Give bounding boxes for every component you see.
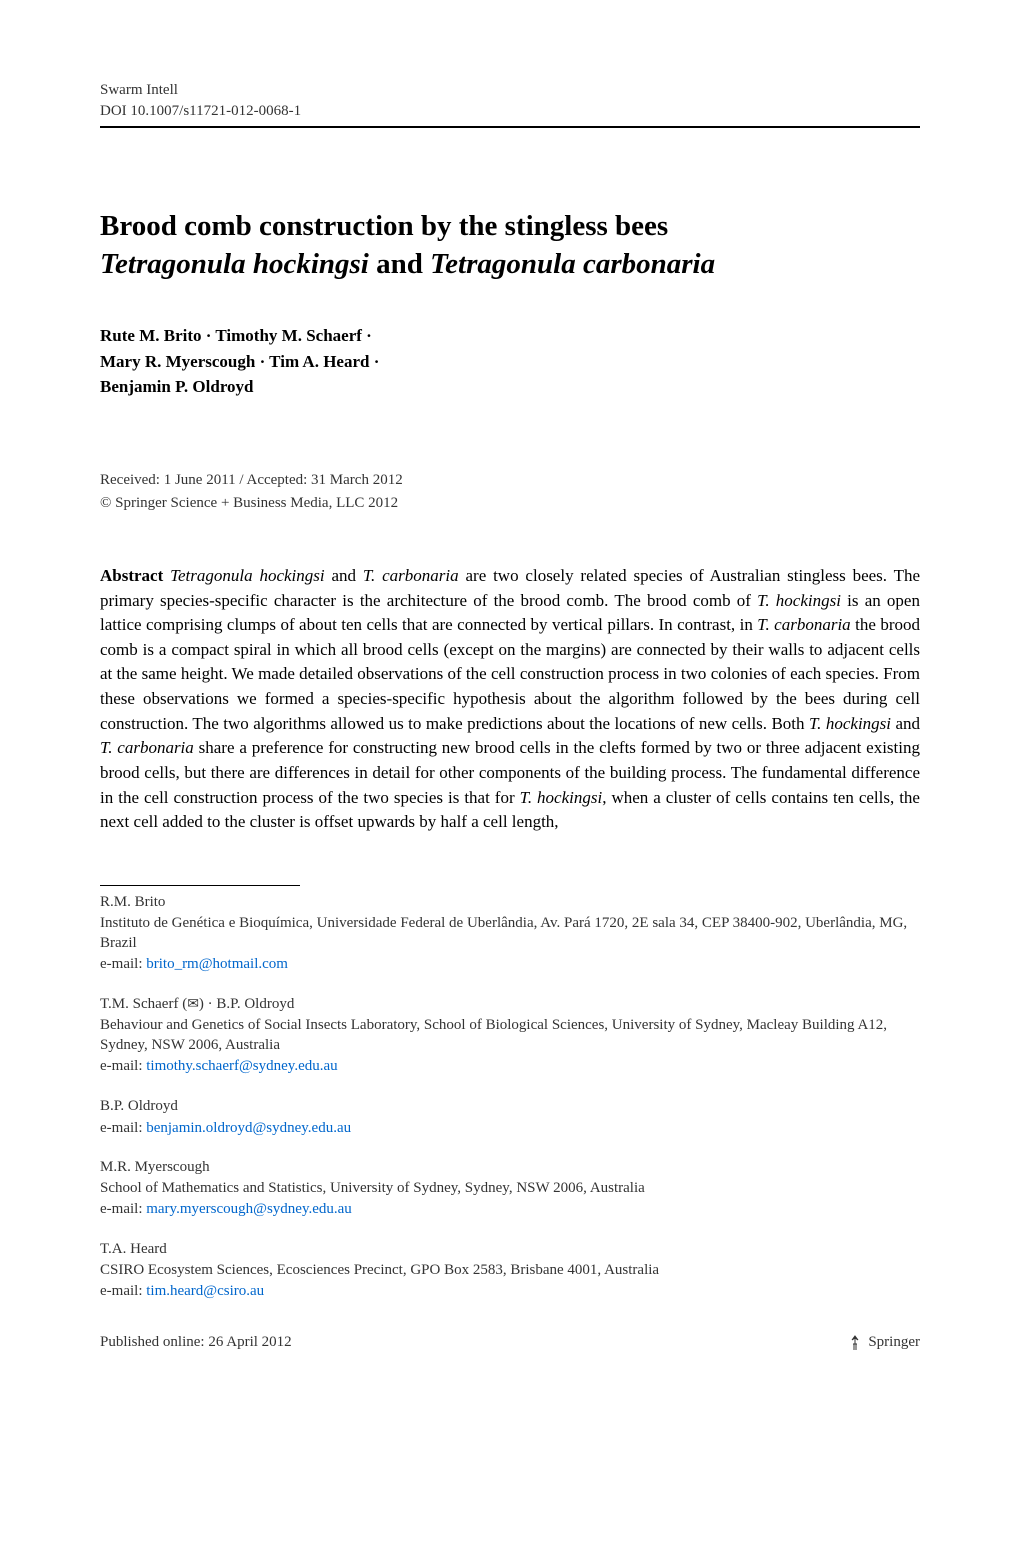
article-dates: Received: 1 June 2011 / Accepted: 31 Mar… (100, 470, 920, 491)
springer-icon (846, 1334, 864, 1352)
email-link-2[interactable]: timothy.schaerf@sydney.edu.au (146, 1058, 337, 1074)
authors-line-3: Benjamin P. Oldroyd (100, 374, 920, 400)
affil-name-2: T.M. Schaerf (✉) · B.P. Oldroyd (100, 994, 920, 1015)
article-title: Brood comb construction by the stingless… (100, 208, 920, 283)
copyright-text: © Springer Science + Business Media, LLC… (100, 493, 920, 514)
page-header: Swarm Intell DOI 10.1007/s11721-012-0068… (100, 80, 920, 128)
abstract-body: Tetragonula hockingsi and T. carbonaria … (100, 566, 920, 831)
email-link-1[interactable]: brito_rm@hotmail.com (146, 956, 288, 972)
email-link-3[interactable]: benjamin.oldroyd@sydney.edu.au (146, 1120, 351, 1136)
publisher-name: Springer (868, 1332, 920, 1353)
affil-name-4: M.R. Myerscough (100, 1157, 920, 1178)
authors-line-1: Rute M. Brito · Timothy M. Schaerf · (100, 323, 920, 349)
page-footer: Published online: 26 April 2012 Springer (100, 1332, 920, 1353)
affil-name-3: B.P. Oldroyd (100, 1096, 920, 1117)
affil-name-5: T.A. Heard (100, 1239, 920, 1260)
abstract-paragraph: Abstract Tetragonula hockingsi and T. ca… (100, 564, 920, 835)
authors-line-2: Mary R. Myerscough · Tim A. Heard · (100, 349, 920, 375)
affil-text-2: Behaviour and Genetics of Social Insects… (100, 1015, 920, 1056)
title-part-1: Brood comb construction by the stingless… (100, 210, 668, 242)
affiliation-1: R.M. Brito Instituto de Genética e Bioqu… (100, 892, 920, 976)
affil-name-1: R.M. Brito (100, 892, 920, 913)
title-species-1: Tetragonula hockingsi (100, 248, 369, 280)
abstract-label: Abstract (100, 566, 163, 585)
affil-text-5: CSIRO Ecosystem Sciences, Ecosciences Pr… (100, 1260, 920, 1280)
email-label-5: e-mail: (100, 1283, 146, 1299)
published-online-text: Published online: 26 April 2012 (100, 1332, 292, 1353)
affil-text-4: School of Mathematics and Statistics, Un… (100, 1178, 920, 1198)
journal-name: Swarm Intell (100, 80, 920, 101)
email-link-4[interactable]: mary.myerscough@sydney.edu.au (146, 1201, 352, 1217)
affiliation-3: B.P. Oldroyd e-mail: benjamin.oldroyd@sy… (100, 1096, 920, 1139)
envelope-icon: ✉ (187, 997, 199, 1012)
email-label-3: e-mail: (100, 1120, 146, 1136)
affiliation-5: T.A. Heard CSIRO Ecosystem Sciences, Eco… (100, 1239, 920, 1303)
email-label-2: e-mail: (100, 1058, 146, 1074)
author-list: Rute M. Brito · Timothy M. Schaerf · Mar… (100, 323, 920, 400)
affiliation-divider (100, 885, 300, 886)
title-species-2: Tetragonula carbonaria (430, 248, 715, 280)
publisher-logo: Springer (846, 1332, 920, 1353)
email-label-4: e-mail: (100, 1201, 146, 1217)
affiliation-4: M.R. Myerscough School of Mathematics an… (100, 1157, 920, 1221)
affil-text-1: Instituto de Genética e Bioquímica, Univ… (100, 913, 920, 954)
doi-text: DOI 10.1007/s11721-012-0068-1 (100, 101, 920, 122)
affiliation-2: T.M. Schaerf (✉) · B.P. Oldroyd Behaviou… (100, 994, 920, 1078)
email-link-5[interactable]: tim.heard@csiro.au (146, 1283, 264, 1299)
email-label-1: e-mail: (100, 956, 146, 972)
header-divider (100, 126, 920, 128)
title-and: and (369, 248, 430, 280)
